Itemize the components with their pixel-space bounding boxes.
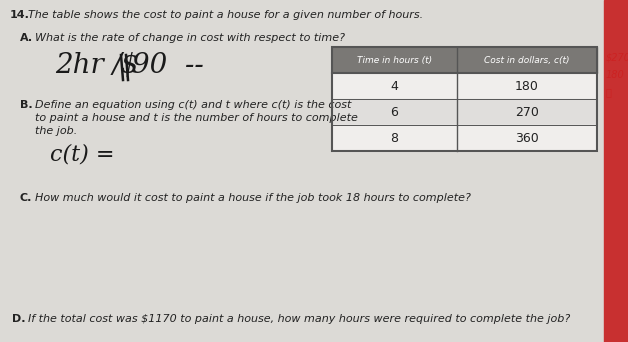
- Text: Cost in dollars, c(t): Cost in dollars, c(t): [484, 55, 570, 65]
- Text: to paint a house and t is the number of hours to complete: to paint a house and t is the number of …: [35, 113, 358, 123]
- Text: B.: B.: [20, 100, 33, 110]
- Text: the job.: the job.: [35, 126, 77, 136]
- Text: The table shows the cost to paint a house for a given number of hours.: The table shows the cost to paint a hous…: [28, 10, 423, 20]
- Bar: [332, 47, 597, 151]
- Text: What is the rate of change in cost with respect to time?: What is the rate of change in cost with …: [35, 33, 345, 43]
- Bar: [332, 73, 597, 99]
- Bar: [332, 125, 597, 151]
- Text: 炰: 炰: [606, 87, 612, 97]
- Text: 14.: 14.: [10, 10, 30, 20]
- Text: 6: 6: [391, 105, 398, 118]
- Text: 90  --: 90 --: [132, 52, 203, 79]
- Text: $270: $270: [606, 52, 628, 62]
- Text: 4: 4: [391, 79, 398, 92]
- Text: $: $: [120, 52, 138, 79]
- Text: D.: D.: [12, 314, 26, 324]
- Text: Time in hours (t): Time in hours (t): [357, 55, 432, 65]
- Text: 180: 180: [515, 79, 539, 92]
- Bar: [604, 0, 628, 342]
- Text: 270: 270: [515, 105, 539, 118]
- Text: C.: C.: [20, 193, 33, 203]
- Text: c(t) =: c(t) =: [50, 143, 114, 165]
- Text: Define an equation using c(t) and t where c(t) is the cost: Define an equation using c(t) and t wher…: [35, 100, 352, 110]
- Text: If the total cost was $1170 to paint a house, how many hours were required to co: If the total cost was $1170 to paint a h…: [28, 314, 570, 324]
- Bar: [332, 99, 597, 125]
- Text: A.: A.: [20, 33, 33, 43]
- Text: 8: 8: [391, 132, 399, 145]
- Text: How much would it cost to paint a house if the job took 18 hours to complete?: How much would it cost to paint a house …: [35, 193, 471, 203]
- Text: 2hr /: 2hr /: [55, 52, 122, 79]
- Bar: [332, 47, 597, 73]
- Text: 360: 360: [515, 132, 539, 145]
- Text: 180: 180: [606, 70, 625, 80]
